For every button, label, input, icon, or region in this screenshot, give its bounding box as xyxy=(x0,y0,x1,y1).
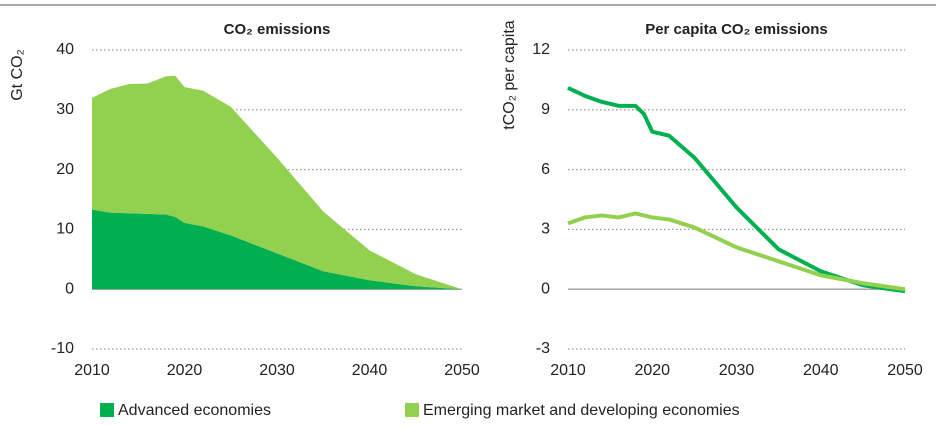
legend-label: Emerging market and developing economies xyxy=(423,402,740,419)
chart-title: CO₂ emissions xyxy=(224,21,331,38)
y-tick-label: 10 xyxy=(56,221,74,238)
area xyxy=(92,209,462,290)
y-tick-label: -3 xyxy=(536,340,550,357)
line xyxy=(567,211,906,292)
y-tick-label: 9 xyxy=(541,101,550,118)
y-tick-label: -10 xyxy=(51,340,74,357)
line xyxy=(567,86,906,294)
y-tick-label: 0 xyxy=(541,280,550,297)
y-axis-label: tCO₂ per capita xyxy=(501,20,518,129)
legend-label: Advanced economies xyxy=(118,402,271,419)
area xyxy=(92,75,462,290)
x-tick-label: 2010 xyxy=(74,362,110,379)
x-tick-label: 2010 xyxy=(550,362,586,379)
y-tick-label: 20 xyxy=(56,161,74,178)
y-tick-label: 3 xyxy=(541,221,550,238)
x-tick-label: 2030 xyxy=(259,362,295,379)
x-tick-label: 2020 xyxy=(634,362,670,379)
x-tick-label: 2020 xyxy=(167,362,203,379)
y-tick-label: 30 xyxy=(56,101,74,118)
y-tick-label: 40 xyxy=(56,41,74,58)
x-tick-label: 2050 xyxy=(887,362,923,379)
y-tick-label: 12 xyxy=(532,41,550,58)
legend-swatch xyxy=(100,403,114,417)
x-tick-label: 2050 xyxy=(444,362,480,379)
y-axis-label: Gt CO₂ xyxy=(9,49,26,101)
y-tick-label: 6 xyxy=(541,161,550,178)
x-tick-label: 2030 xyxy=(719,362,755,379)
y-tick-label: 0 xyxy=(65,280,74,297)
x-tick-label: 2040 xyxy=(803,362,839,379)
chart-title: Per capita CO₂ emissions xyxy=(645,21,828,38)
x-tick-label: 2040 xyxy=(352,362,388,379)
legend-swatch xyxy=(405,403,419,417)
